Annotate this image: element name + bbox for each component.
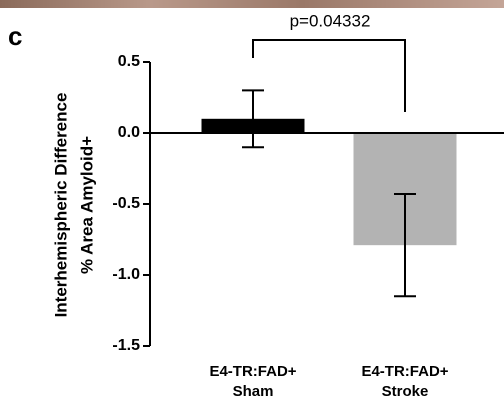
y-tick-label: 0.0 (118, 124, 140, 141)
panel-label: c (8, 21, 22, 51)
significance-bracket (252, 39, 406, 112)
y-tick-label: -1.0 (112, 266, 140, 283)
annotation: p=0.04332 (290, 11, 371, 30)
x-tick-label: Stroke (382, 383, 429, 400)
x-tick-label: Sham (233, 383, 274, 400)
y-tick-label: -0.5 (112, 195, 140, 212)
error-bar (242, 89, 264, 149)
y-tick-label: -1.5 (112, 337, 140, 354)
x-tick-label: E4-TR:FAD+ (361, 363, 448, 380)
y-tick-label: 0.5 (118, 53, 140, 70)
x-tick-label: E4-TR:FAD+ (209, 363, 296, 380)
error-bar (394, 193, 416, 298)
y-axis-label: Interhemispheric Difference (51, 93, 70, 318)
photo-strip (0, 0, 504, 8)
y-axis-label: % Area Amyloid+ (77, 136, 96, 274)
